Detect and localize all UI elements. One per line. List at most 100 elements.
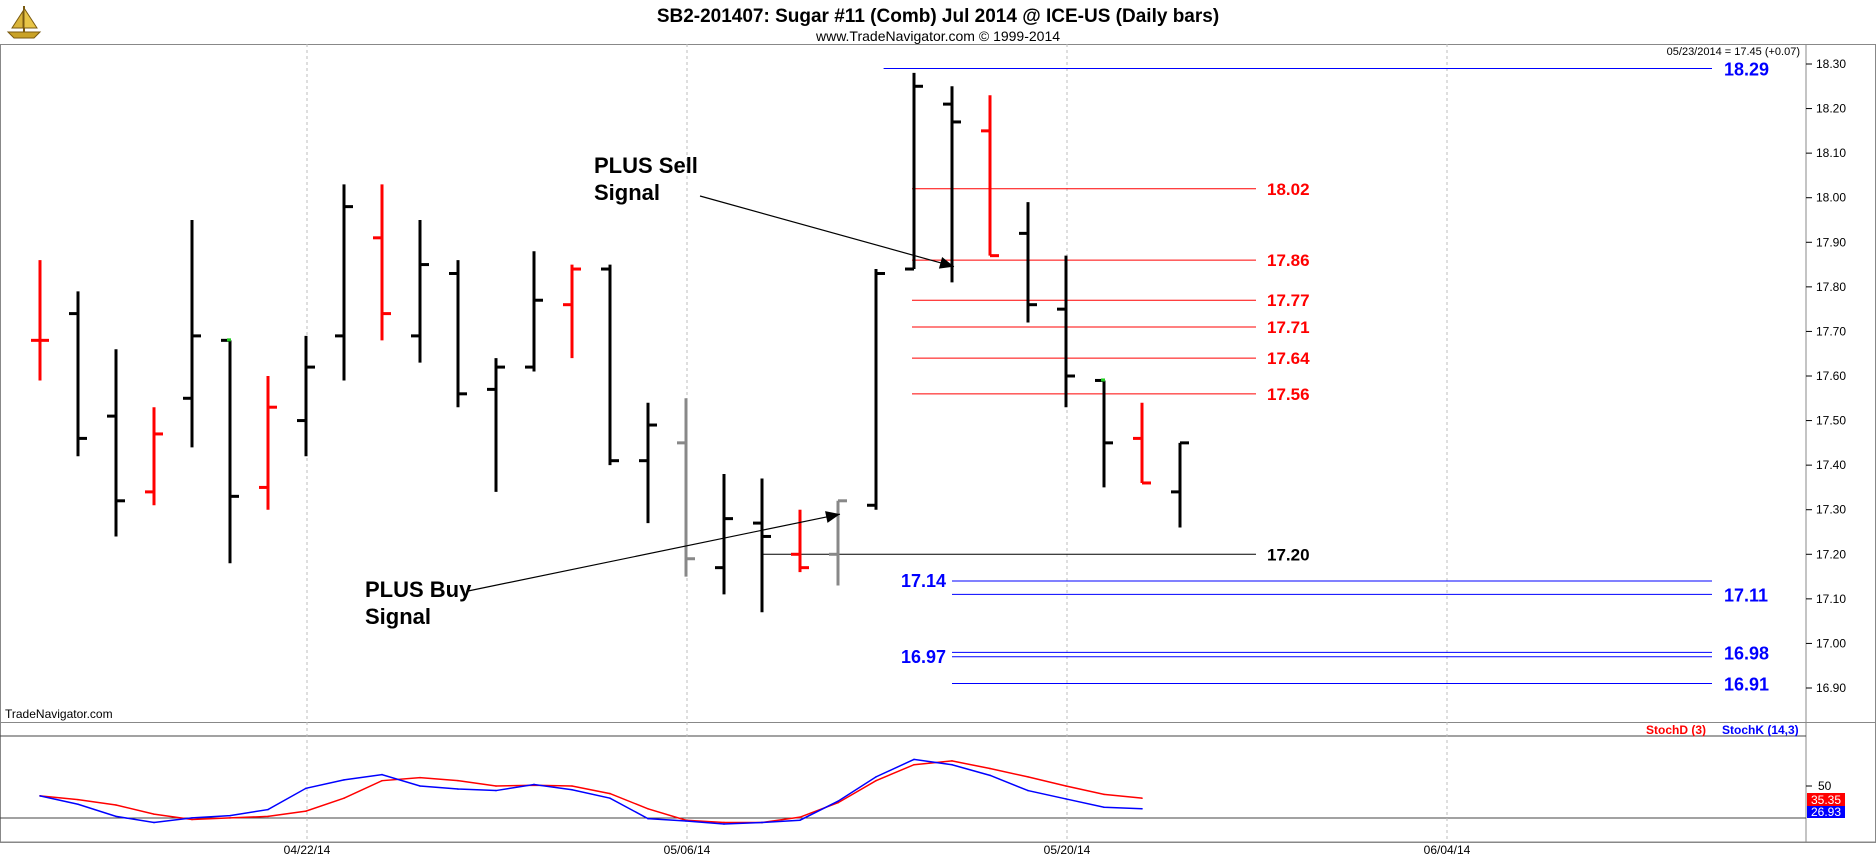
ohlc-bar	[943, 86, 961, 283]
y-tick-label: 18.00	[1816, 191, 1846, 205]
stochK-point	[267, 808, 269, 811]
y-tick-label: 17.50	[1816, 414, 1846, 428]
stochD-point	[1103, 793, 1105, 796]
black-level-label: 17.20	[1267, 545, 1310, 564]
stochD-last-value: 35.35	[1811, 793, 1841, 807]
stochD-point	[913, 763, 915, 766]
blue-level-label: 16.91	[1724, 675, 1769, 695]
sell-signal-label-line1: PLUS Sell	[594, 153, 698, 178]
y-tick-label: 17.60	[1816, 369, 1846, 383]
stochD-point	[1065, 785, 1067, 787]
stochK-point	[191, 817, 193, 819]
stochD-point	[457, 779, 459, 782]
stochK-point	[1141, 808, 1143, 810]
y-tick-label: 17.30	[1816, 503, 1846, 517]
buy-signal-label-line2: Signal	[365, 604, 431, 629]
stochK-point	[799, 819, 801, 821]
y-tick-label: 18.30	[1816, 57, 1846, 71]
ohlc-bar	[525, 251, 543, 372]
buy-signal-arrow-head	[825, 511, 840, 523]
chart-subtitle: www.TradeNavigator.com © 1999-2014	[815, 28, 1060, 44]
stochK-point	[1027, 789, 1029, 792]
stochK-legend: StochK (14,3)	[1722, 723, 1799, 737]
y-tick-label: 18.10	[1816, 146, 1846, 160]
stochD-point	[77, 798, 79, 801]
x-tick-label: 05/20/14	[1044, 843, 1091, 857]
red-level-label: 17.64	[1267, 349, 1310, 368]
ohlc-bar	[601, 264, 619, 466]
stochK-point	[381, 773, 383, 776]
ohlc-bar	[335, 184, 353, 381]
green-signal-marker	[1101, 378, 1105, 382]
ohlc-bar	[487, 358, 505, 492]
stochK-point	[989, 774, 991, 777]
sell-signal-arrow	[699, 195, 955, 268]
stochK-point	[115, 815, 117, 818]
stochK-last-value: 26.93	[1811, 805, 1841, 819]
stochK-point	[875, 776, 877, 778]
stochK-point	[913, 758, 915, 761]
stochD-point	[419, 776, 421, 779]
stochD-line	[39, 760, 1143, 824]
stochD-point	[381, 779, 383, 782]
stochD-point	[1141, 797, 1143, 799]
stochK-point	[533, 783, 535, 786]
y-tick-label: 17.10	[1816, 592, 1846, 606]
sell-signal-arrow-head	[938, 257, 954, 269]
red-level-label: 17.71	[1267, 318, 1310, 337]
stochK-point	[343, 779, 345, 781]
stochK-point	[77, 803, 79, 806]
green-signal-marker	[227, 338, 231, 342]
buy-signal-label-line1: PLUS Buy	[365, 577, 472, 602]
last-bar-readout: 05/23/2014 = 17.45 (+0.07)	[1667, 46, 1800, 58]
logo	[4, 2, 44, 42]
stochD-point	[723, 821, 725, 824]
stochK-point	[951, 763, 953, 766]
stochK-point	[647, 817, 649, 820]
ohlc-bar	[791, 509, 809, 573]
ohlc-bar	[107, 349, 125, 537]
red-level-label: 17.86	[1267, 251, 1310, 270]
ohlc-bar	[867, 269, 885, 510]
stochastic-panel-frame	[0, 722, 1876, 843]
blue-level-label: 16.98	[1724, 643, 1769, 663]
stochK-point	[305, 787, 307, 790]
price-panel-frame	[0, 44, 1876, 723]
blue-level-label: 18.29	[1724, 59, 1769, 79]
y-tick-label: 16.90	[1816, 681, 1846, 695]
stochK-point	[39, 795, 41, 797]
y-tick-label: 17.20	[1816, 547, 1846, 561]
ohlc-bar	[449, 260, 467, 408]
y-tick-label: 18.20	[1816, 102, 1846, 116]
x-tick-label: 04/22/14	[284, 843, 331, 857]
ohlc-bar	[411, 220, 429, 363]
stochD-point	[191, 818, 193, 821]
stochD-point	[1027, 776, 1029, 778]
stochK-point	[685, 820, 687, 822]
ohlc-bar	[1057, 255, 1075, 408]
ohlc-bar	[297, 335, 315, 457]
ohlc-bar	[981, 95, 999, 258]
y-tick-label: 17.40	[1816, 458, 1846, 472]
stochK-point	[419, 785, 421, 787]
stochK-point	[495, 789, 497, 792]
ohlc-bar	[715, 474, 733, 595]
ohlc-bar	[31, 260, 49, 381]
ohlc-bar	[753, 478, 771, 613]
stochD-point	[837, 801, 839, 804]
stochD-point	[267, 815, 269, 818]
stoch-tick-label: 50	[1818, 779, 1832, 793]
ohlc-bar	[1133, 402, 1151, 485]
stochK-point	[571, 789, 573, 791]
stochK-point	[723, 823, 725, 825]
stochD-last-value-box	[1807, 793, 1845, 806]
red-level-label: 18.02	[1267, 180, 1310, 199]
blue-level-label: 17.11	[1724, 585, 1768, 605]
ohlc-bar	[221, 338, 239, 564]
x-tick-label: 05/06/14	[664, 843, 711, 857]
ohlc-bar	[677, 398, 695, 577]
blue-level-label: 17.14	[901, 571, 946, 591]
red-level-label: 17.56	[1267, 385, 1310, 404]
